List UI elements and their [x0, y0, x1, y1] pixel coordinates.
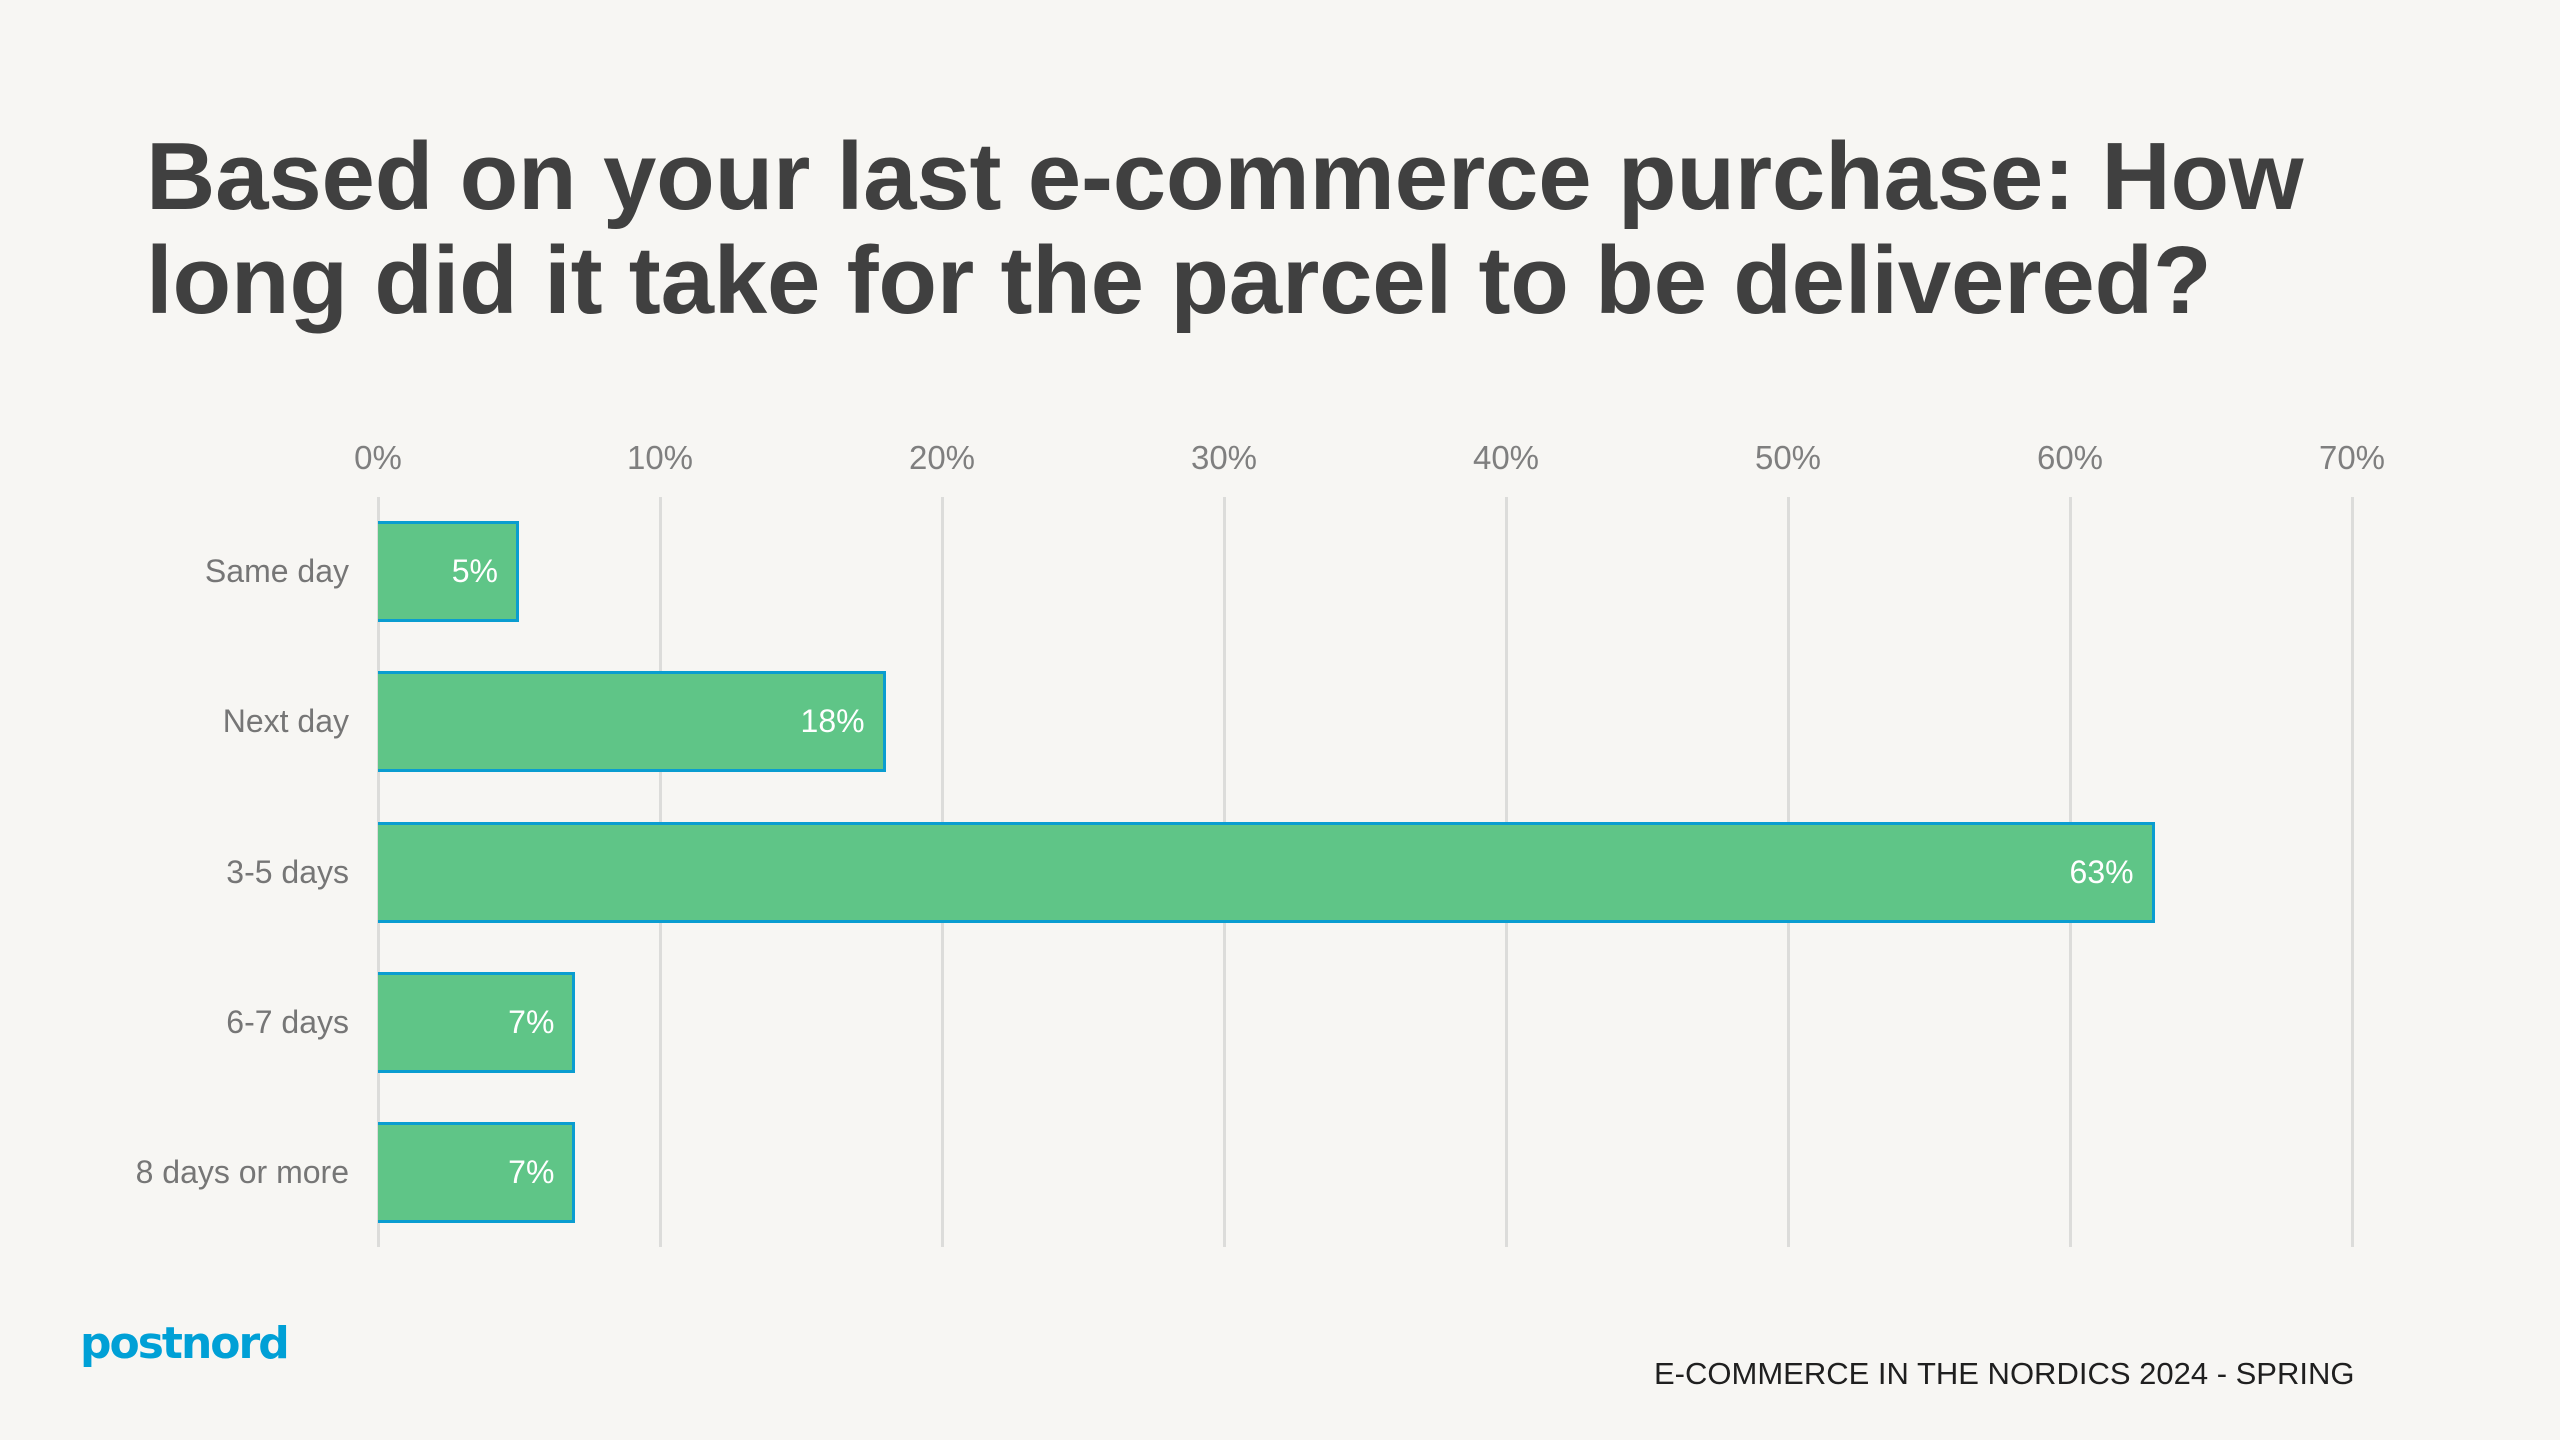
category-label: 6-7 days [226, 1004, 349, 1040]
bar-next-day: 18% [378, 671, 886, 772]
x-tick-label: 50% [1754, 439, 1822, 476]
x-tick-label: 30% [1190, 439, 1258, 476]
gridline-70 [2351, 497, 2354, 1247]
bar-3-5-days: 63% [378, 822, 2155, 923]
x-tick-label: 10% [626, 439, 694, 476]
bar-value-label: 7% [508, 1004, 555, 1040]
bar-value-label: 63% [2069, 854, 2134, 890]
category-label: 3-5 days [226, 854, 349, 890]
x-tick-label: 60% [2036, 439, 2104, 476]
category-label: Same day [204, 553, 349, 589]
bar-6-7-days: 7% [378, 972, 576, 1073]
report-title: E-COMMERCE IN THE NORDICS 2024 - SPRING [1654, 1356, 2355, 1391]
bar-value-label: 7% [508, 1154, 555, 1190]
category-label: Next day [222, 703, 349, 739]
x-tick-label: 70% [2318, 439, 2386, 476]
bar-same-day: 5% [378, 521, 519, 622]
bar-value-label: 5% [451, 553, 498, 589]
x-tick-label: 40% [1472, 439, 1540, 476]
x-tick-label: 0% [354, 439, 402, 476]
bar-8-days-or-more: 7% [378, 1122, 576, 1223]
category-label: 8 days or more [135, 1154, 349, 1190]
x-tick-label: 20% [908, 439, 976, 476]
chart-title: Based on your last e-commerce purchase: … [146, 123, 2304, 334]
postnord-logo: postnord [80, 1318, 290, 1369]
bar-value-label: 18% [800, 703, 865, 739]
